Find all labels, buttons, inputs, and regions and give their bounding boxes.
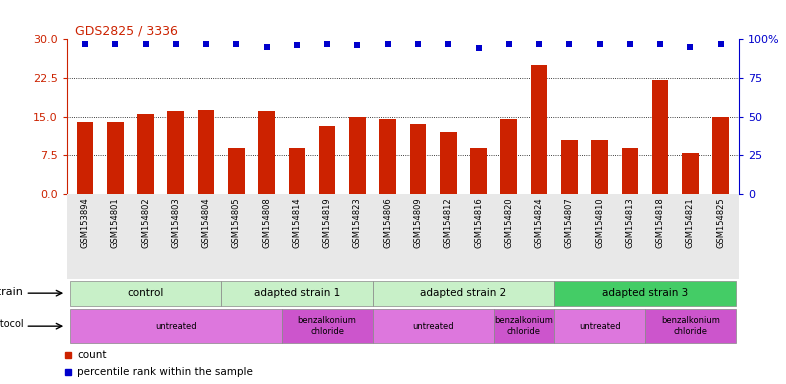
Bar [531,65,547,194]
Bar [645,309,736,343]
Point [381,41,394,47]
Text: strain: strain [0,287,24,297]
Text: GDS2825 / 3336: GDS2825 / 3336 [75,24,178,37]
Text: GSM154816: GSM154816 [474,197,483,248]
Bar [494,309,554,343]
Point [472,45,485,51]
Point [654,41,667,47]
Text: GSM154808: GSM154808 [262,197,271,248]
Bar [501,119,517,194]
Point [170,41,182,47]
Text: adapted strain 1: adapted strain 1 [254,288,340,298]
Point [623,41,636,47]
Point [230,41,243,47]
Text: GSM154805: GSM154805 [232,197,241,248]
Bar [70,281,221,306]
Bar [319,126,336,194]
Text: adapted strain 3: adapted strain 3 [602,288,688,298]
Text: adapted strain 2: adapted strain 2 [421,288,506,298]
Text: benzalkonium
chloride: benzalkonium chloride [494,316,553,336]
Bar [373,309,494,343]
Text: GSM154825: GSM154825 [716,197,725,248]
Bar [554,309,645,343]
Bar [470,148,487,194]
Text: GSM154807: GSM154807 [565,197,574,248]
Text: GSM154824: GSM154824 [534,197,544,248]
Text: GSM154801: GSM154801 [111,197,119,248]
Bar [440,132,457,194]
Point [260,44,273,50]
Text: untreated: untreated [413,322,454,331]
Text: GSM154813: GSM154813 [626,197,634,248]
Bar [554,281,736,306]
Text: GSM153894: GSM153894 [80,197,90,248]
Point [109,41,122,47]
Bar [77,122,94,194]
Bar [259,111,275,194]
Text: GSM154803: GSM154803 [171,197,180,248]
Text: control: control [127,288,163,298]
Text: benzalkonium
chloride: benzalkonium chloride [298,316,357,336]
Point [533,41,545,47]
Text: GSM154814: GSM154814 [292,197,301,248]
Point [79,41,91,47]
Bar [591,140,608,194]
Bar [107,122,123,194]
Bar [622,148,638,194]
Point [563,41,575,47]
Text: GSM154818: GSM154818 [656,197,665,248]
Text: GSM154806: GSM154806 [384,197,392,248]
Bar [652,81,668,194]
Point [321,41,333,47]
Bar [373,281,554,306]
Text: GSM154810: GSM154810 [595,197,604,248]
Point [291,42,303,48]
Bar [281,309,373,343]
Bar [682,153,699,194]
Text: GSM154819: GSM154819 [322,197,332,248]
Text: GSM154821: GSM154821 [686,197,695,248]
Bar [70,309,281,343]
Bar [228,148,244,194]
Point [714,41,727,47]
Text: untreated: untreated [578,322,620,331]
Point [684,44,696,50]
Bar [221,281,373,306]
Bar [167,111,184,194]
Bar [561,140,578,194]
Point [139,41,152,47]
Point [351,42,364,48]
Bar [380,119,396,194]
Text: GSM154812: GSM154812 [444,197,453,248]
Bar [712,117,729,194]
Text: count: count [77,350,106,360]
Bar [410,124,426,194]
Point [412,41,424,47]
Text: GSM154809: GSM154809 [413,197,422,248]
Bar [349,117,365,194]
Text: GSM154823: GSM154823 [353,197,362,248]
Point [200,41,212,47]
Text: GSM154802: GSM154802 [141,197,150,248]
Point [593,41,606,47]
Text: percentile rank within the sample: percentile rank within the sample [77,367,253,377]
Point [442,41,454,47]
Bar [138,114,154,194]
Text: untreated: untreated [155,322,196,331]
Text: GSM154820: GSM154820 [505,197,513,248]
Bar [288,148,305,194]
Text: benzalkonium
chloride: benzalkonium chloride [661,316,720,336]
Text: GSM154804: GSM154804 [201,197,211,248]
Bar [198,111,215,194]
Text: growth protocol: growth protocol [0,319,24,329]
Point [502,41,515,47]
